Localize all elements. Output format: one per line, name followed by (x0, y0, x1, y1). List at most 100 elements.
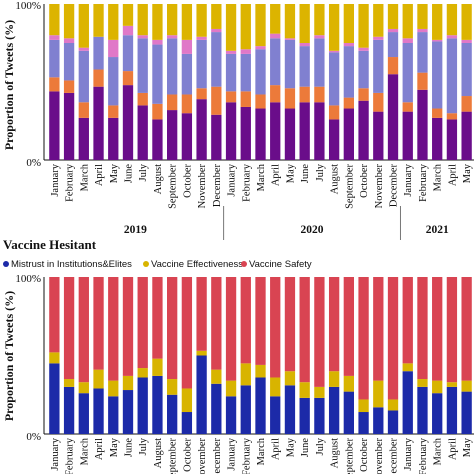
bottom-bars (49, 277, 472, 434)
bar-segment-c1-m7-s4 (137, 35, 148, 39)
bar-segment-c1-m10-s3 (181, 53, 193, 95)
bar-segment-c1-m16-s3 (270, 38, 281, 86)
bar-segment-c2-m24-s1 (387, 410, 399, 434)
top-x-tick-labels: January February March April May June July Augu… (50, 163, 473, 209)
x-tick-label-c2-24-december: December (389, 437, 400, 474)
bar-segment-c1-m29-s1 (461, 111, 472, 160)
bar-segment-c2-m26-s2 (417, 379, 428, 387)
bar-segment-c2-m17-s2 (284, 371, 296, 386)
bar-segment-c1-m5-s2 (108, 105, 119, 118)
bar-segment-c1-m9-s5 (167, 4, 178, 36)
bar-segment-c1-m3-s4 (78, 47, 89, 51)
bar-segment-c1-m23-s2 (373, 92, 384, 112)
bar-segment-c1-m11-s2 (196, 88, 207, 100)
x-tick-label-c2-15-march: March (256, 437, 267, 465)
bar-segment-c2-m28-s2 (446, 382, 458, 387)
top-bars (49, 4, 472, 160)
bar-segment-c1-m14-s4 (240, 49, 251, 54)
bar-segment-c1-m26-s2 (417, 72, 428, 90)
bar-segment-c2-m3-s2 (78, 382, 89, 394)
bar-segment-c1-m11-s4 (196, 36, 207, 40)
top-y-axis-title: Proportion of Tweets (%) (2, 20, 16, 150)
bar-segment-c1-m20-s1 (328, 119, 340, 160)
bar-segment-c1-m26-s5 (417, 4, 428, 29)
bar-segment-c2-m22-s2 (358, 399, 369, 413)
bar-segment-c2-m3-s1 (78, 393, 89, 434)
bar-segment-c1-m10-s4 (181, 39, 193, 54)
bar-segment-c1-m11-s1 (196, 99, 207, 160)
bar-segment-c2-m4-s2 (93, 369, 104, 389)
bar-segment-c1-m14-s2 (240, 91, 251, 107)
chart-bottom: Vaccine Hesitant Mistrust in Institution… (2, 237, 474, 474)
bar-segment-c1-m27-s3 (432, 41, 443, 109)
x-tick-label-c2-17-may: May (285, 437, 296, 457)
bar-segment-c2-m1-s2 (49, 352, 60, 364)
bar-segment-c2-m3-s3 (78, 277, 89, 383)
bar-segment-c2-m29-s1 (461, 391, 472, 434)
bar-segment-c1-m2-s2 (63, 80, 75, 93)
x-tick-label-c2-2-february: February (65, 437, 76, 474)
bar-segment-c1-m10-s5 (181, 4, 193, 40)
bar-segment-c1-m7-s2 (137, 92, 148, 106)
bar-segment-c1-m27-s2 (432, 108, 443, 118)
bar-segment-c2-m6-s1 (122, 390, 134, 434)
bar-segment-c1-m8-s5 (152, 4, 163, 40)
bar-segment-c1-m11-s3 (196, 39, 207, 89)
bar-segment-c1-m17-s3 (284, 39, 296, 89)
bar-segment-c1-m5-s4 (108, 39, 119, 58)
bar-segment-c1-m17-s1 (284, 108, 296, 160)
bar-segment-c2-m23-s1 (373, 407, 384, 434)
bar-segment-c2-m8-s3 (152, 277, 163, 359)
bar-segment-c1-m20-s5 (328, 4, 340, 51)
bar-segment-c2-m9-s3 (167, 277, 178, 380)
x-tick-label-c2-22-october: October (359, 438, 370, 472)
x-tick-label-c1-17-may: May (285, 163, 296, 183)
legend-marker-mistrust (3, 261, 9, 267)
x-tick-label-c1-26-february: February (418, 163, 429, 202)
x-tick-label-c2-27-march: March (433, 437, 444, 465)
bar-segment-c2-m7-s2 (137, 368, 148, 378)
bar-segment-c1-m1-s3 (49, 39, 60, 78)
bar-segment-c1-m24-s1 (387, 74, 399, 160)
bar-segment-c2-m11-s2 (196, 350, 207, 356)
x-tick-label-c2-19-july: July (315, 437, 326, 455)
bar-segment-c1-m15-s4 (255, 46, 266, 50)
bar-segment-c1-m7-s1 (137, 105, 148, 160)
x-tick-label-c2-8-august: August (153, 438, 164, 468)
bar-segment-c1-m22-s1 (358, 100, 369, 160)
x-tick-label-c1-12-december: December (212, 163, 223, 207)
bar-segment-c1-m16-s2 (270, 85, 281, 103)
bar-segment-c2-m9-s2 (167, 379, 178, 395)
bar-segment-c1-m19-s3 (314, 38, 325, 87)
bar-segment-c1-m21-s2 (343, 97, 354, 109)
bar-segment-c1-m12-s5 (211, 4, 222, 29)
bar-segment-c1-m12-s1 (211, 114, 222, 160)
bar-segment-c1-m16-s4 (270, 33, 281, 39)
bar-segment-c2-m13-s1 (225, 396, 237, 434)
bar-segment-c1-m28-s3 (446, 38, 458, 114)
bar-segment-c1-m8-s2 (152, 103, 163, 120)
bar-segment-c2-m19-s1 (314, 397, 325, 434)
bar-segment-c1-m2-s3 (63, 43, 75, 81)
bar-segment-c2-m12-s2 (211, 369, 222, 384)
bar-segment-c1-m9-s1 (167, 110, 178, 160)
bar-segment-c1-m24-s3 (387, 32, 399, 58)
x-tick-label-c2-16-april: April (271, 438, 282, 460)
bar-segment-c1-m23-s4 (373, 36, 384, 40)
x-tick-label-c1-10-october: October (182, 164, 193, 198)
bottom-y-tick-min: 0% (26, 431, 41, 443)
bar-segment-c2-m9-s1 (167, 394, 178, 434)
x-tick-label-c1-13-january: January (227, 163, 238, 196)
bar-segment-c1-m7-s3 (137, 38, 148, 93)
bar-segment-c2-m13-s3 (225, 277, 237, 381)
bar-segment-c2-m24-s3 (387, 277, 399, 400)
x-tick-label-c1-19-july: July (315, 163, 326, 181)
bar-segment-c2-m1-s1 (49, 363, 60, 434)
bar-segment-c2-m28-s1 (446, 386, 458, 434)
bar-segment-c1-m18-s2 (299, 86, 310, 103)
bar-segment-c2-m15-s2 (255, 364, 266, 378)
bar-segment-c1-m6-s1 (122, 85, 134, 160)
bar-segment-c1-m1-s1 (49, 91, 60, 160)
x-tick-label-c1-6-june: June (123, 164, 134, 184)
x-tick-label-c2-18-june: June (300, 438, 311, 458)
